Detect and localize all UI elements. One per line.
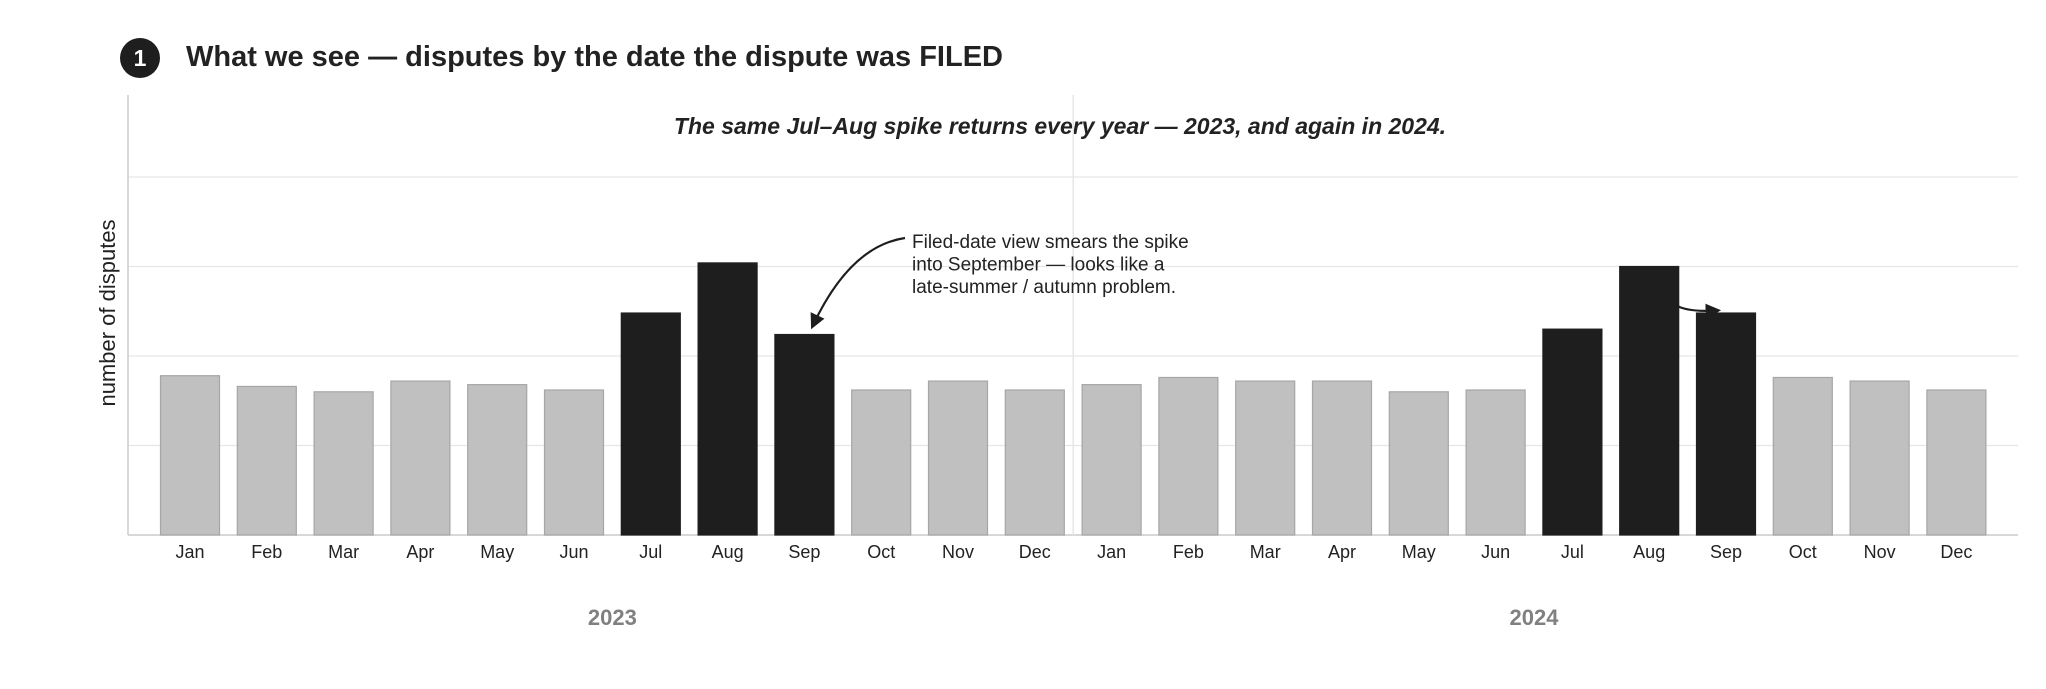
bar [1311,380,1373,536]
bar [1388,391,1449,536]
x-tick-label: Jul [639,542,662,562]
annotation-arrow [810,236,906,330]
bar [1695,312,1757,536]
x-tick-label: Aug [1633,542,1665,562]
chart-subtitle: The same Jul–Aug spike returns every yea… [674,113,1446,139]
bar [851,389,912,536]
x-tick-label: Nov [1864,542,1896,562]
bar [1004,389,1065,536]
step-badge [120,38,160,78]
bar [1926,389,1987,536]
bar [1158,376,1219,536]
x-tick-label: Jan [175,542,204,562]
x-tick-label: Sep [788,542,820,562]
x-tick-label: Dec [1940,542,1972,562]
annotation-text-line: late-summer / autumn problem. [912,277,1176,298]
page-title: What we see — disputes by the date the d… [186,41,1003,73]
x-tick-label: Apr [1328,542,1356,562]
x-tick-label: Mar [1250,542,1281,562]
x-tick-label: Feb [1173,542,1204,562]
bar [159,375,221,536]
bar [543,389,605,536]
x-tick-label: May [480,542,514,562]
bar [927,380,989,536]
x-tick-label: Sep [1710,542,1742,562]
x-tick-label: Oct [867,542,895,562]
bar [774,333,835,536]
bar [313,391,374,536]
step-number: 1 [134,45,147,71]
x-tick-label: Mar [328,542,359,562]
bar [1619,265,1680,536]
bar [1081,384,1142,536]
x-tick-label: Oct [1789,542,1817,562]
bars [159,262,1987,536]
annotation-text-line: Filed-date view smears the spike [912,232,1189,253]
x-tick-label: Jan [1097,542,1126,562]
bar [1542,328,1603,536]
x-tick-label: Feb [251,542,282,562]
bar [1235,380,1296,536]
x-tick-label: Apr [406,542,434,562]
x-tick-label: Dec [1019,542,1051,562]
x-tick-label: Jun [1481,542,1510,562]
x-tick-label: Jun [559,542,588,562]
bar [697,262,758,536]
x-tick-labels: Jan Feb Mar Apr May Jun Jul Aug Sep Oct Nov Dec Jan F… [175,542,1972,562]
annotation-text-line: into September — looks like a [912,255,1165,276]
bar [1849,380,1910,536]
x-tick-label: May [1402,542,1436,562]
year-group-labels: 2023 2024 [588,605,1559,630]
x-tick-label: Aug [712,542,744,562]
bar [1772,376,1833,536]
bar [236,385,297,536]
spillover-arrow [1674,303,1722,319]
bar [390,380,451,536]
x-tick-label: Nov [942,542,974,562]
bar [467,384,528,536]
year-group-label: 2024 [1510,605,1560,630]
x-tick-label: Jul [1561,542,1584,562]
bar [620,312,681,536]
year-group-label: 2023 [588,605,637,630]
y-axis-label: number of disputes [95,219,120,406]
bar [1465,389,1526,536]
